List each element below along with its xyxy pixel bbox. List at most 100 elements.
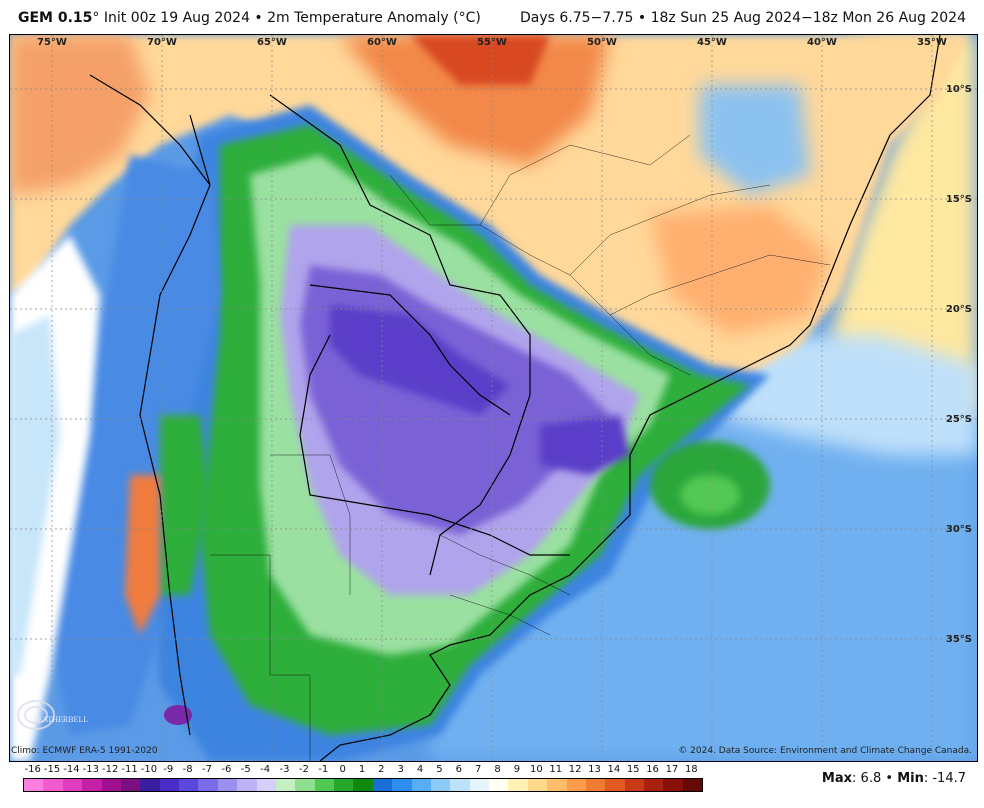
color-scale-swatch: [24, 779, 44, 791]
ocean-warm-area: [830, 35, 977, 415]
min-value: -14.7: [932, 771, 966, 786]
color-scale-labels: -16 -15 -14 -13 -12 -11 -10 -9 -8 -7 -6 -5 -4 -3 -2 -1 0…: [22, 762, 712, 778]
color-scale-label: -3: [279, 764, 290, 775]
lat-lon-grid: [10, 35, 977, 761]
init-info: Init 00z 19 Aug 2024 • 2m Temperature An…: [103, 10, 481, 26]
color-scale-label: 13: [588, 764, 601, 775]
lon-label: 45°W: [697, 37, 727, 48]
color-scale-label: 7: [475, 764, 482, 775]
lat-label: 25°S: [946, 414, 972, 425]
color-scale-swatch: [353, 779, 373, 791]
andes-purple-spot: [164, 705, 192, 725]
color-scale-swatch: [334, 779, 354, 791]
longitude-labels: 75°W 70°W 65°W 60°W 55°W 50°W 45°W 40°W …: [37, 37, 947, 48]
atlantic-green-core: [680, 475, 740, 515]
max-min-stats: Max: 6.8 • Min: -14.7: [821, 771, 966, 786]
lon-label: 60°W: [367, 37, 397, 48]
political-borders: [89, 35, 941, 761]
color-scale-label: -14: [63, 764, 80, 775]
color-scale-swatch: [120, 779, 141, 791]
color-scale-swatch: [314, 779, 334, 791]
color-scale-swatch: [295, 779, 315, 791]
color-scale-bar: [23, 778, 703, 792]
color-scale-label: 14: [607, 764, 621, 775]
color-scale-label: -2: [298, 764, 309, 775]
color-scale-label: 5: [436, 764, 443, 775]
color-scale-swatch: [585, 779, 606, 791]
color-scale-label: -1: [318, 764, 329, 775]
color-scale-swatch: [682, 779, 703, 791]
lat-label: 30°S: [946, 524, 972, 535]
lon-label: 55°W: [477, 37, 507, 48]
max-value: 6.8: [860, 771, 882, 786]
color-scale-swatch: [624, 779, 644, 791]
andes-blue-strip: [50, 155, 220, 735]
color-scale-label: -4: [260, 764, 271, 775]
min-label: Min: [897, 771, 924, 786]
color-scale-swatch: [372, 779, 393, 791]
svg-text:WEATHERBELL: WEATHERBELL: [30, 715, 88, 724]
brazil-east-warm: [650, 205, 830, 335]
color-scale-label: -8: [182, 764, 193, 775]
color-scale-swatch: [256, 779, 276, 791]
color-scale-label: 1: [358, 764, 366, 775]
max-label: Max: [821, 771, 853, 786]
color-scale-label: 11: [549, 764, 563, 775]
color-scale-label: 16: [646, 764, 659, 775]
color-scale-label: 8: [494, 764, 501, 775]
color-scale-label: -12: [101, 764, 119, 775]
map-title: GEM 0.15° Init 00z 19 Aug 2024 • 2m Temp…: [18, 10, 481, 26]
lon-label: 40°W: [807, 37, 837, 48]
color-scale-swatch: [159, 779, 179, 791]
color-scale-label: 15: [626, 764, 640, 775]
color-scale-swatch: [43, 779, 63, 791]
model-name: GEM 0.15: [18, 10, 93, 26]
color-scale-swatch: [489, 779, 509, 791]
lat-label: 20°S: [946, 304, 972, 315]
color-scale-label: 9: [513, 764, 521, 775]
lat-label: 10°S: [946, 84, 972, 95]
andes-north-warm: [10, 35, 150, 195]
climo-note: Climo: ECMWF ERA-5 1991-2020: [11, 746, 158, 756]
color-scale-swatch: [140, 779, 160, 791]
andes-green-patch: [160, 415, 210, 595]
color-scale-label: 17: [665, 764, 679, 775]
latitude-labels: 10°S 15°S 20°S 25°S 30°S 35°S: [946, 84, 972, 645]
color-scale-swatch: [508, 779, 528, 791]
color-scale-label: -5: [240, 764, 251, 775]
color-scale-swatch: [62, 779, 83, 791]
logo-mark: WEATHERBELL: [17, 700, 88, 730]
pacific-pale-blue: [10, 315, 60, 675]
color-scale-swatch: [547, 779, 567, 791]
color-scale-swatch: [644, 779, 664, 791]
color-scale-swatch: [237, 779, 257, 791]
lon-label: 50°W: [587, 37, 617, 48]
color-scale-swatch: [198, 779, 218, 791]
color-scale-swatch: [450, 779, 470, 791]
map-canvas: 75°W 70°W 65°W 60°W 55°W 50°W 45°W 40°W …: [10, 35, 977, 761]
lon-label: 35°W: [917, 37, 947, 48]
state-borders: [210, 134, 831, 761]
color-scale-label: -15: [43, 764, 61, 775]
lat-label: 35°S: [946, 634, 972, 645]
color-scale-label: -10: [140, 764, 158, 775]
lat-label: 15°S: [946, 194, 972, 205]
amazon-hot-core: [410, 35, 550, 85]
degree-mark: °: [92, 10, 100, 26]
color-scale-swatch: [527, 779, 548, 791]
northeast-cool-patch: [700, 85, 810, 195]
color-scale-label: 18: [684, 764, 698, 775]
color-scale-swatch: [663, 779, 683, 791]
color-scale-label: 2: [378, 764, 385, 775]
lon-label: 75°W: [37, 37, 67, 48]
color-scale-label: -6: [221, 764, 232, 775]
deep-purple-south: [540, 415, 630, 475]
color-scale-label: -16: [24, 764, 41, 775]
valid-period: Days 6.75−7.75 • 18z Sun 25 Aug 2024−18z…: [520, 10, 966, 26]
anomaly-map: 75°W 70°W 65°W 60°W 55°W 50°W 45°W 40°W …: [9, 34, 978, 762]
color-scale-label: 4: [416, 764, 424, 775]
color-scale-swatch: [101, 779, 121, 791]
color-scale-swatch: [275, 779, 296, 791]
color-scale-label: -9: [163, 764, 174, 775]
copyright-note: © 2024. Data Source: Environment and Cli…: [678, 746, 972, 756]
